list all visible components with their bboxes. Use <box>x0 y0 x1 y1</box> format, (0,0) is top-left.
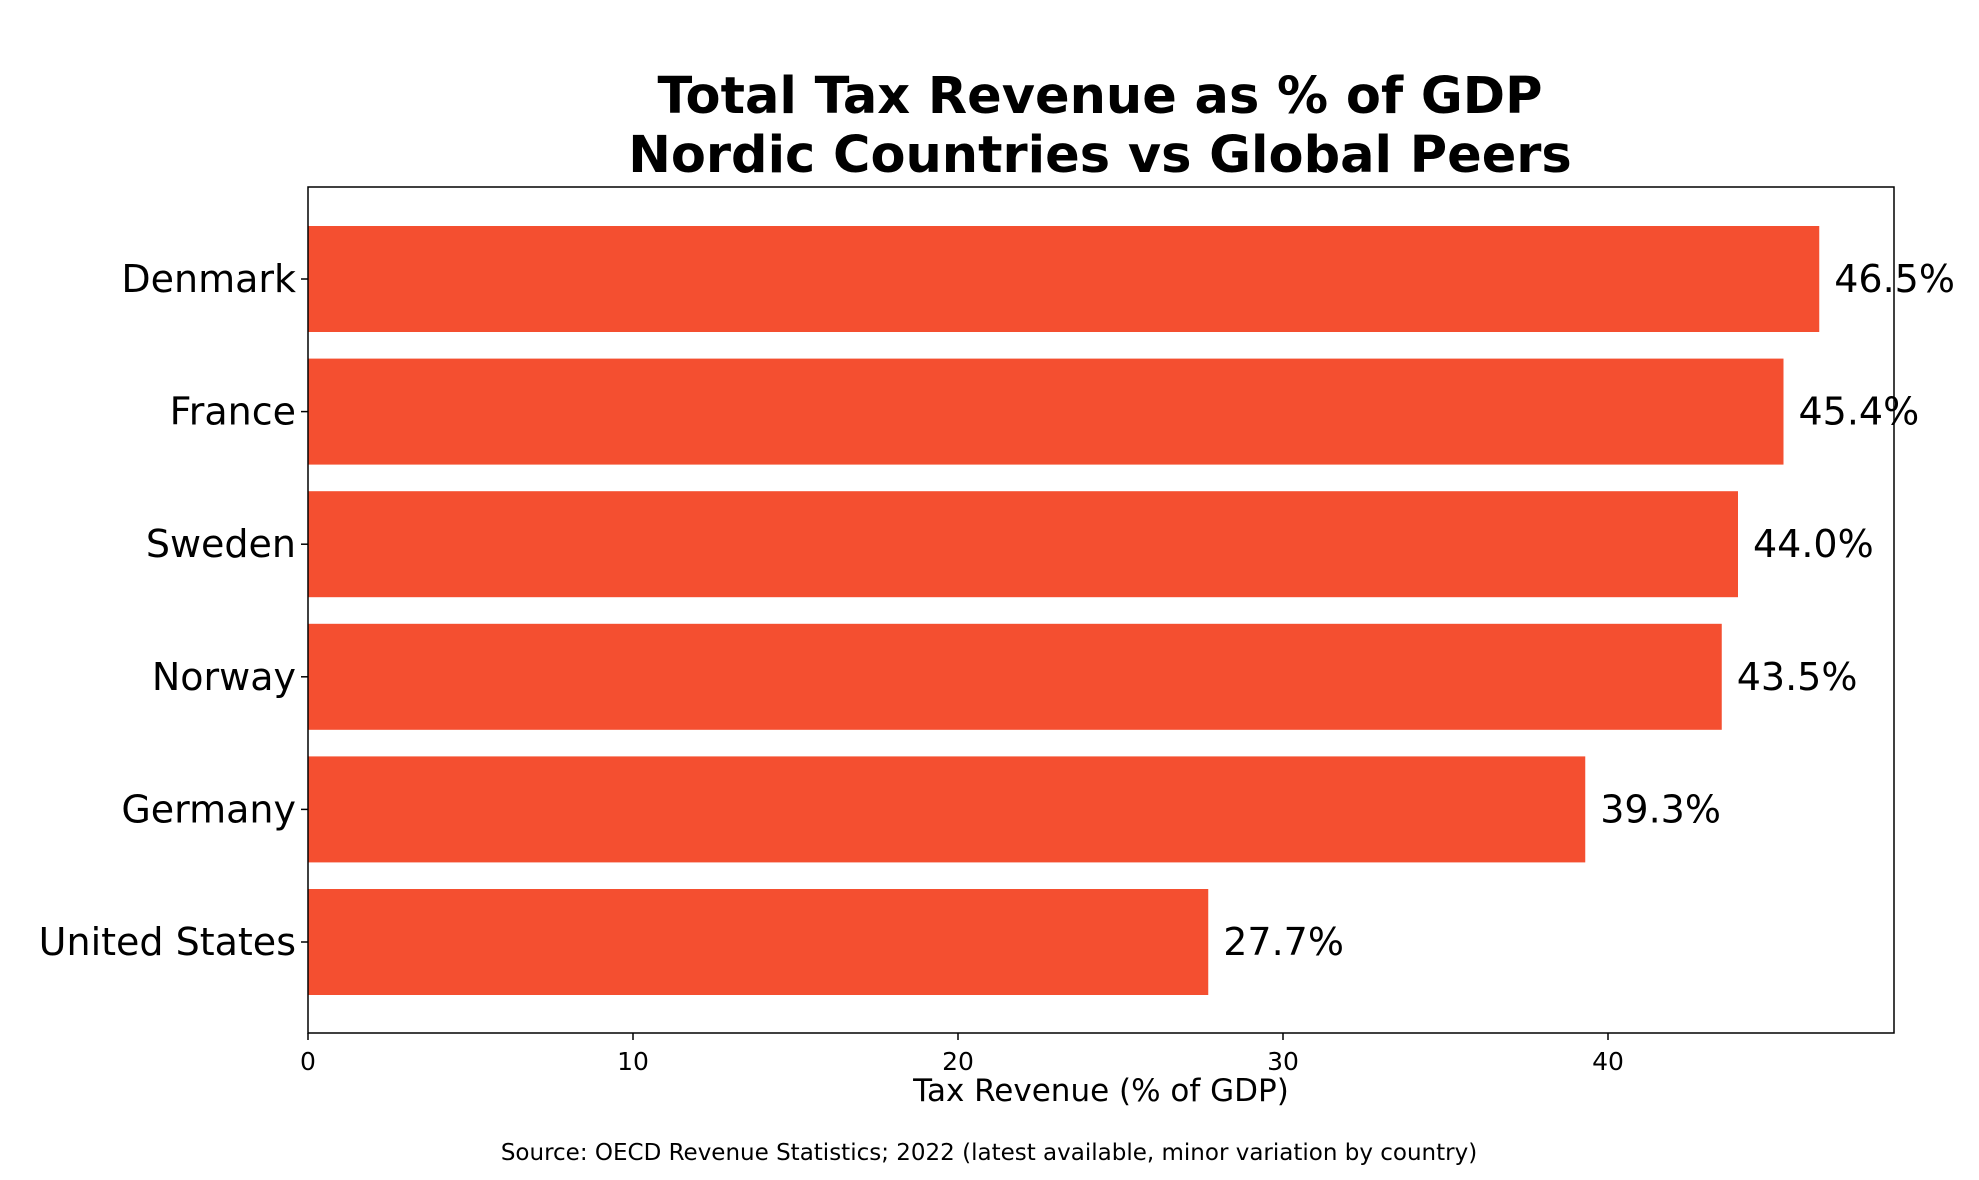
x-tick-label: 0 <box>300 1047 316 1076</box>
value-label: 39.3% <box>1600 787 1721 831</box>
bar-norway <box>308 623 1722 730</box>
bar-sweden <box>308 491 1738 598</box>
category-labels-group: Denmark France Sweden Norway Germany United S… <box>39 257 308 964</box>
chart-title-line-1: Total Tax Revenue as % of GDP <box>658 67 1543 126</box>
value-label: 27.7% <box>1223 920 1344 964</box>
value-label: 43.5% <box>1737 655 1858 699</box>
x-ticks-group: 0 10 20 30 40 <box>300 1033 1624 1076</box>
category-label: Germany <box>121 787 296 831</box>
category-label: France <box>170 390 296 434</box>
category-label: Denmark <box>121 257 296 301</box>
x-tick-label: 40 <box>1592 1047 1624 1076</box>
x-tick-label: 20 <box>942 1047 974 1076</box>
value-label: 44.0% <box>1753 522 1874 566</box>
category-label: Sweden <box>146 522 296 566</box>
category-label: Norway <box>152 655 296 699</box>
bar-denmark <box>308 226 1820 332</box>
x-tick-label: 30 <box>1267 1047 1299 1076</box>
bars-group <box>308 226 1820 995</box>
bar-germany <box>308 756 1586 863</box>
source-note: Source: OECD Revenue Statistics; 2022 (l… <box>501 1140 1477 1166</box>
value-label: 45.4% <box>1799 390 1920 434</box>
bar-france <box>308 358 1784 465</box>
chart-title-line-2: Nordic Countries vs Global Peers <box>628 126 1572 185</box>
chart-title: Total Tax Revenue as % of GDP Nordic Cou… <box>628 67 1572 185</box>
bar-united-states <box>308 889 1209 995</box>
x-axis-title: Tax Revenue (% of GDP) <box>912 1073 1289 1109</box>
category-label: United States <box>39 920 296 964</box>
x-tick-label: 10 <box>617 1047 649 1076</box>
plot-area-frame <box>307 186 1895 1034</box>
